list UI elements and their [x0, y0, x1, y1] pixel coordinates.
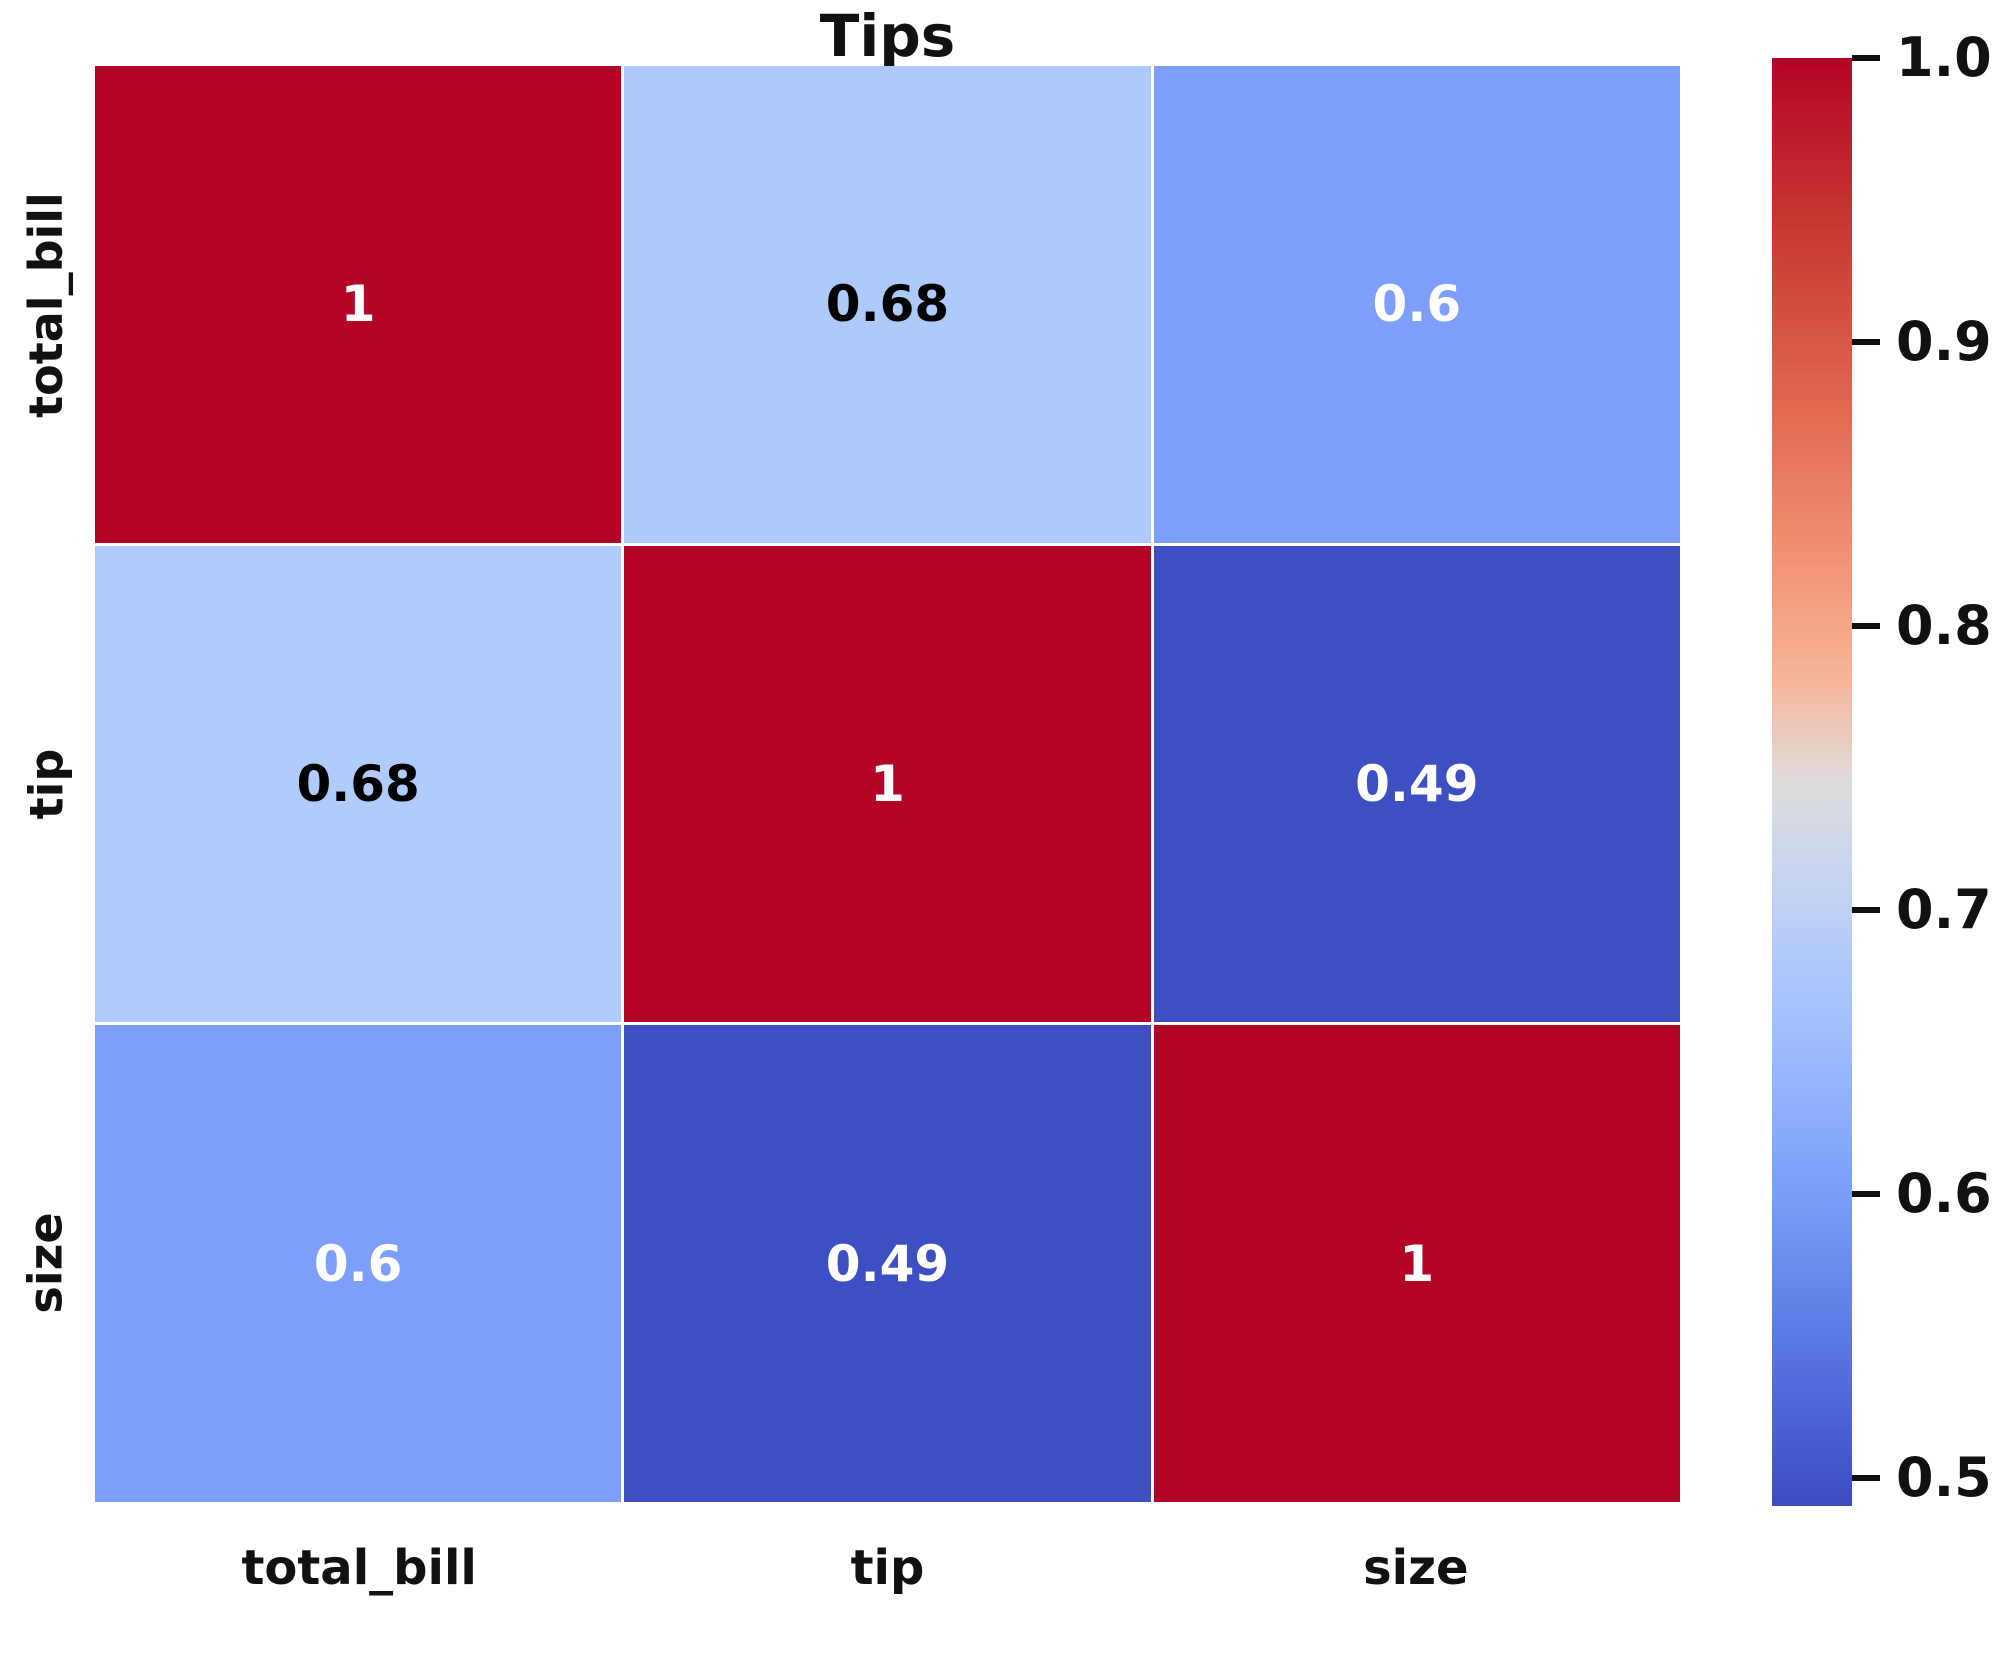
colorbar-tick-mark	[1852, 906, 1880, 913]
colorbar-tick-mark	[1852, 1190, 1880, 1197]
colorbar-tick: 0.7	[1852, 877, 1992, 941]
y-axis-label-row: size	[0, 1023, 92, 1502]
colorbar-tick-label: 0.9	[1896, 309, 1992, 373]
y-axis-label-row: tip	[0, 545, 92, 1024]
colorbar-tick: 0.5	[1852, 1445, 1992, 1509]
heatmap-cell: 1	[1153, 1025, 1680, 1502]
heatmap-cell: 1	[95, 66, 622, 543]
heatmap-cell: 0.68	[95, 545, 622, 1023]
heatmap-cell: 0.6	[1153, 66, 1680, 543]
x-label-tip: tip	[850, 1540, 925, 1596]
colorbar-ticks: 1.0 0.9 0.8 0.7 0.6 0.5	[1852, 31, 2000, 1509]
heatmap-cell: 0.49	[624, 1025, 1151, 1502]
chart-title: Tips	[819, 2, 956, 70]
colorbar-tick-label: 0.6	[1896, 1161, 1992, 1225]
y-label-tip: tip	[19, 748, 73, 820]
x-label-size: size	[1363, 1540, 1469, 1596]
y-label-size: size	[19, 1212, 73, 1314]
colorbar-tick-mark	[1852, 1474, 1880, 1481]
colorbar-tick: 0.9	[1852, 309, 1992, 373]
y-label-total-bill: total_bill	[19, 192, 73, 419]
colorbar-tick: 0.6	[1852, 1161, 1992, 1225]
colorbar-tick-label: 1.0	[1896, 26, 1992, 89]
heatmap-cell: 0.68	[624, 66, 1151, 543]
colorbar-tick-mark	[1852, 338, 1880, 345]
colorbar-tick: 0.8	[1852, 593, 1992, 657]
y-axis-label-row: total_bill	[0, 66, 92, 545]
heatmap-cell: 0.49	[1153, 545, 1680, 1023]
colorbar-gradient	[1772, 58, 1852, 1506]
heatmap-grid: 1 0.68 0.6 0.68 1 0.49 0.6 0.49 1	[95, 66, 1680, 1502]
colorbar-tick-label: 0.8	[1896, 593, 1992, 657]
colorbar-tick-mark	[1852, 55, 1880, 61]
colorbar-tick: 1.0	[1852, 31, 1992, 85]
y-axis-labels: total_bill tip size	[0, 66, 92, 1502]
colorbar-tick-mark	[1852, 622, 1880, 629]
heatmap-cell: 1	[624, 545, 1151, 1023]
colorbar-tick-label: 0.7	[1896, 877, 1992, 941]
x-axis-labels: total_bill tip size	[95, 1540, 1680, 1596]
colorbar-tick-label: 0.5	[1896, 1445, 1992, 1509]
colorbar: 1.0 0.9 0.8 0.7 0.6 0.5	[1772, 31, 1992, 1506]
x-label-total-bill: total_bill	[241, 1540, 477, 1596]
heatmap-cell: 0.6	[95, 1025, 622, 1502]
